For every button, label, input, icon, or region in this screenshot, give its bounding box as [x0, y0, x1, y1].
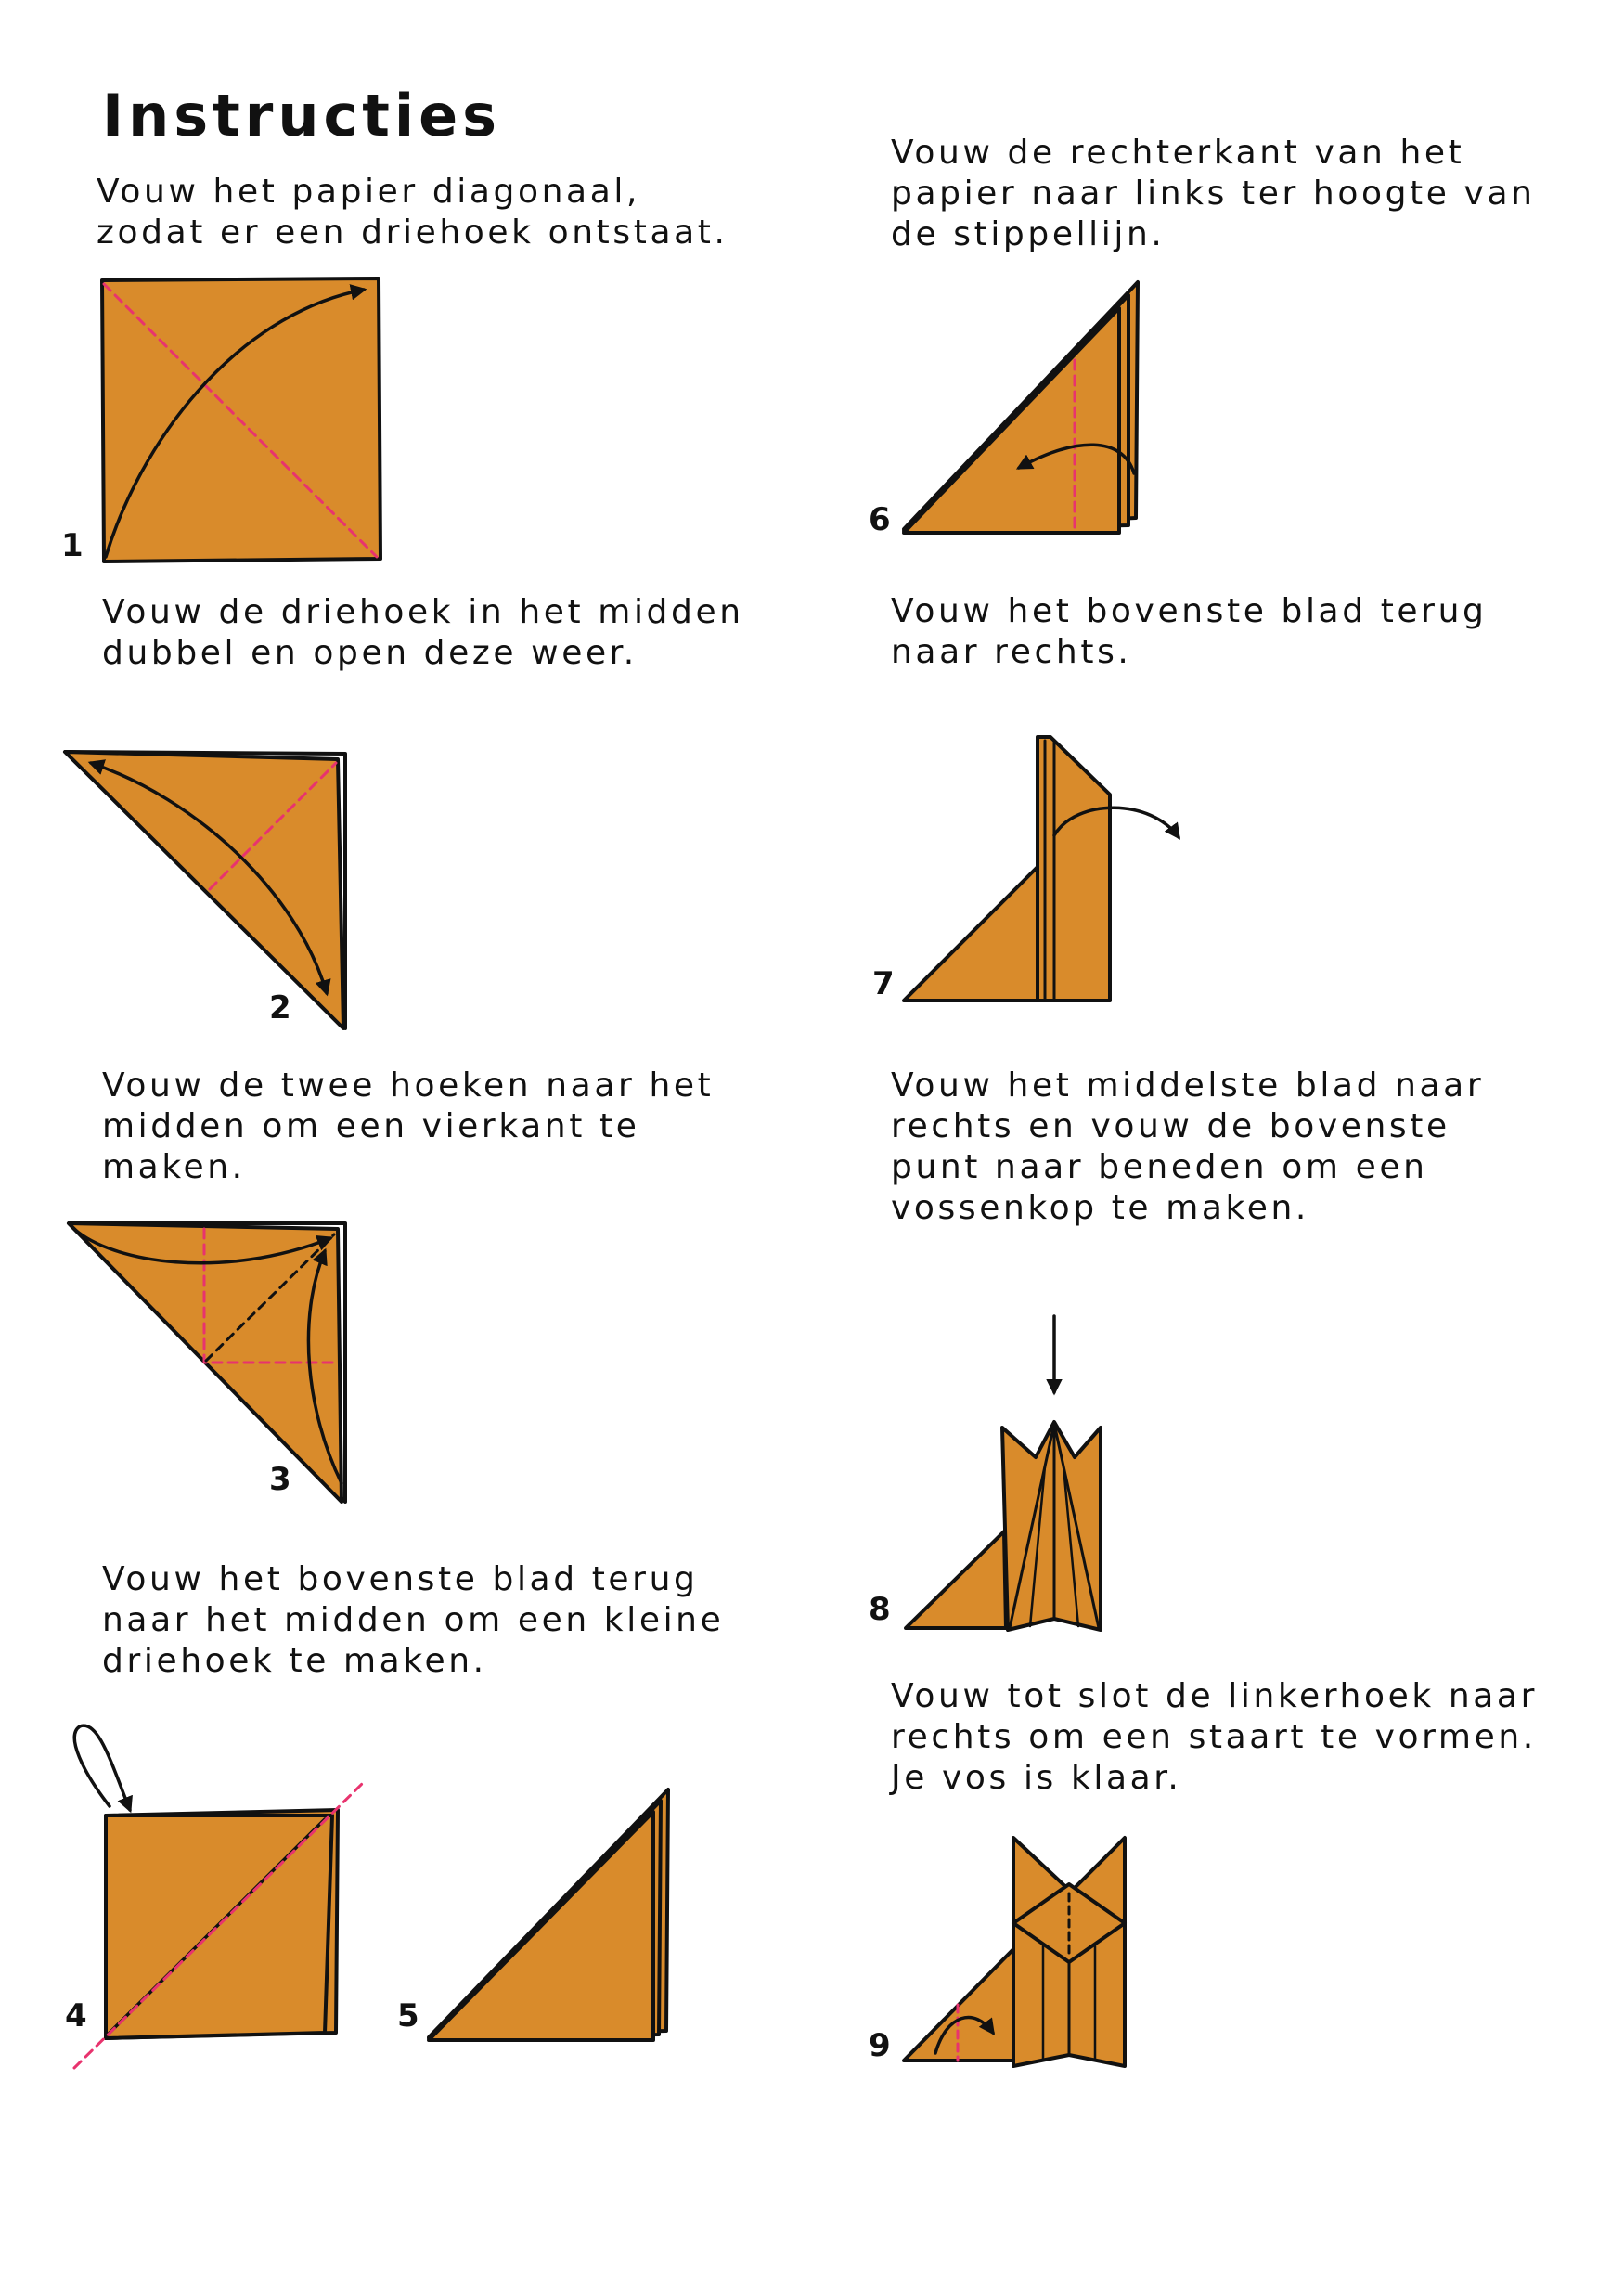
step-1-text: Vouw het papier diagonaal, zodat er een … — [97, 173, 728, 252]
step-3-number: 3 — [269, 1461, 291, 1498]
step-6-number: 6 — [869, 501, 891, 538]
step-7-diagram — [902, 735, 1181, 1002]
step-8-number: 8 — [869, 1591, 891, 1628]
step-3-text: Vouw de twee hoeken naar het midden om e… — [102, 1066, 715, 1186]
step-1-number: 1 — [61, 527, 84, 564]
step-7-number: 7 — [872, 965, 895, 1002]
step-6-diagram — [902, 280, 1140, 535]
step-1-diagram — [100, 277, 382, 563]
step-2-number: 2 — [269, 989, 291, 1027]
step-5-number: 5 — [397, 1997, 419, 2035]
step-9-number: 9 — [869, 2027, 891, 2064]
step-8-diagram — [904, 1314, 1102, 1632]
step-4-diagram — [72, 1724, 366, 2070]
step-5-diagram — [427, 1788, 670, 2042]
step-8-text: Vouw het middelste blad naar rechts en v… — [891, 1066, 1485, 1227]
page-title: Instructies — [102, 82, 502, 149]
step-9-diagram — [902, 1836, 1127, 2068]
step-6-text: Vouw de rechterkant van het papier naar … — [891, 134, 1536, 253]
step-4-number: 4 — [65, 1997, 87, 2035]
step-9-text: Vouw tot slot de linkerhoek naar rechts … — [891, 1677, 1538, 1797]
step-7-text: Vouw het bovenste blad terug naar rechts… — [891, 592, 1488, 671]
step-2-diagram — [63, 750, 347, 1030]
step-2-text: Vouw de driehoek in het midden dubbel en… — [102, 593, 744, 672]
step-4-text: Vouw het bovenste blad terug naar het mi… — [102, 1560, 725, 1680]
step-3-diagram — [67, 1221, 347, 1504]
